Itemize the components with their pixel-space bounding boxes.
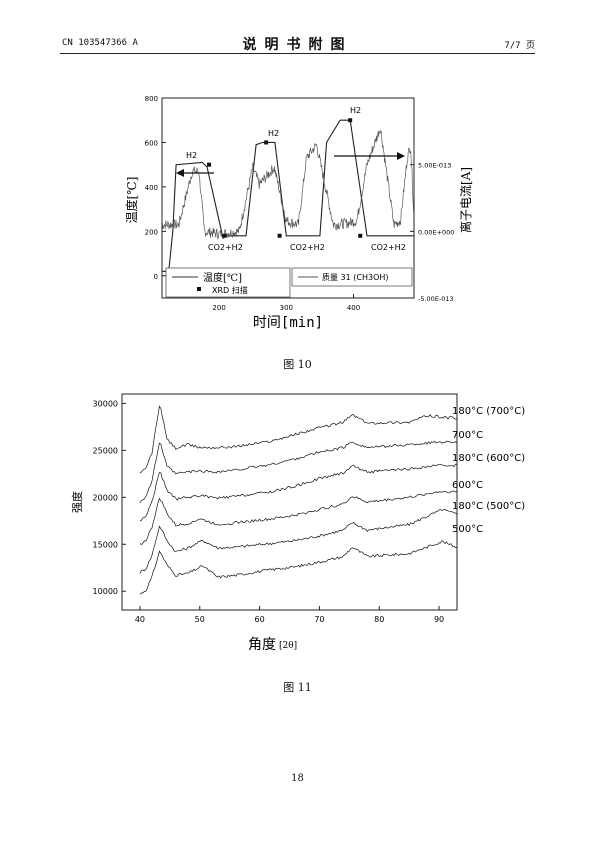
fig10-right-axis-label: 离子电流[A]	[458, 167, 473, 233]
fig11-series-line	[139, 405, 458, 474]
fig10-left-tick-label: 0	[154, 273, 158, 281]
figure-11-caption: 图 11	[283, 681, 312, 694]
annotation-co2h2-1: CO2+H2	[208, 243, 243, 252]
fig10-plot-frame	[161, 97, 415, 299]
legend-box-right	[291, 267, 413, 287]
fig11-series-label: 700°C	[452, 430, 483, 441]
annotation-co2h2-3: CO2+H2	[371, 243, 406, 252]
fig11-series-label: 500°C	[452, 524, 483, 535]
fig11-plot-frame	[121, 393, 458, 611]
fig11-y-tick-label: 30000	[93, 399, 118, 408]
page-title: 说明书附图	[242, 37, 353, 53]
annotation-h2-2: H2	[268, 129, 279, 138]
page-indicator: 7/7 页	[504, 41, 535, 51]
fig11-series-label: 180°C (700°C)	[452, 406, 525, 417]
annotation-h2-1: H2	[186, 151, 197, 160]
fig10-series-mass31	[161, 129, 414, 241]
fig11-y-tick-label: 10000	[93, 587, 118, 596]
patent-number: CN 103547366 A	[62, 38, 138, 48]
fig10-right-tick-label: 5.00E-013	[418, 162, 451, 170]
fig11-y-tick-label: 20000	[93, 493, 118, 502]
fig11-x-tick-label: 80	[374, 615, 384, 624]
fig11-y-tick-label: 15000	[93, 540, 118, 549]
xrd-scan-marker	[207, 162, 212, 167]
fig11-series-label: 180°C (600°C)	[452, 453, 525, 464]
fig11-series-line	[139, 490, 458, 545]
fig11-series-line	[139, 509, 458, 574]
fig11-x-tick-label: 40	[135, 615, 145, 624]
fig11-x-tick-label: 90	[434, 615, 444, 624]
fig10-left-tick-label: 200	[145, 228, 158, 236]
fig11-series-label: 600°C	[452, 480, 483, 491]
fig11-x-tick-label: 70	[314, 615, 324, 624]
xrd-scan-marker	[264, 140, 269, 145]
fig10-right-tick-label: 0.00E+000	[418, 228, 454, 236]
fig11-x-axis-unit: [2θ]	[279, 641, 297, 651]
page-number: 18	[291, 773, 304, 784]
left-arrowhead-icon	[176, 169, 184, 177]
fig11-y-tick-label: 25000	[93, 446, 118, 455]
fig11-series-label: 180°C (500°C)	[452, 501, 525, 512]
fig10-x-tick-label: 300	[280, 304, 293, 312]
fig10-left-tick-label: 600	[145, 139, 158, 147]
legend-temp-label: 温度[℃]	[203, 271, 242, 284]
fig10-left-tick-label: 400	[145, 184, 158, 192]
xrd-scan-marker	[277, 233, 282, 238]
fig11-x-tick-label: 60	[254, 615, 264, 624]
fig10-x-tick-label: 400	[347, 304, 360, 312]
fig11-x-axis-label: 角度	[248, 637, 276, 653]
legend-xrd-label: XRD 扫描	[212, 285, 248, 295]
legend-xrd-marker-icon	[197, 287, 201, 291]
fig11-x-tick-label: 50	[195, 615, 205, 624]
fig10-x-tick-label: 200	[212, 304, 225, 312]
fig10-left-tick-label: 800	[145, 95, 158, 103]
xrd-scan-marker	[348, 118, 353, 123]
annotation-h2-3: H2	[350, 106, 361, 115]
header-rule	[60, 53, 535, 54]
figure-10-caption: 图 10	[283, 358, 312, 371]
fig10-series-temperature	[162, 119, 414, 272]
fig10-x-axis-label: 时间[min]	[253, 315, 323, 331]
fig11-series-line	[139, 540, 458, 595]
fig10-right-tick-label: -5.00E-013	[418, 295, 454, 303]
right-arrowhead-icon	[397, 152, 405, 160]
xrd-scan-marker	[358, 233, 363, 238]
fig10-legend: 温度[℃] XRD 扫描 质量 31 (CH3OH)	[165, 267, 413, 298]
fig10-left-axis-label: 温度[℃]	[124, 177, 139, 224]
xrd-scan-marker	[222, 233, 227, 238]
fig11-y-axis-label: 强度	[70, 491, 84, 513]
fig11-series-line	[139, 463, 458, 522]
fig11-series-line	[139, 440, 458, 504]
legend-box-left	[165, 267, 291, 298]
annotation-co2h2-2: CO2+H2	[290, 243, 325, 252]
legend-mass-label: 质量 31 (CH3OH)	[322, 272, 389, 282]
